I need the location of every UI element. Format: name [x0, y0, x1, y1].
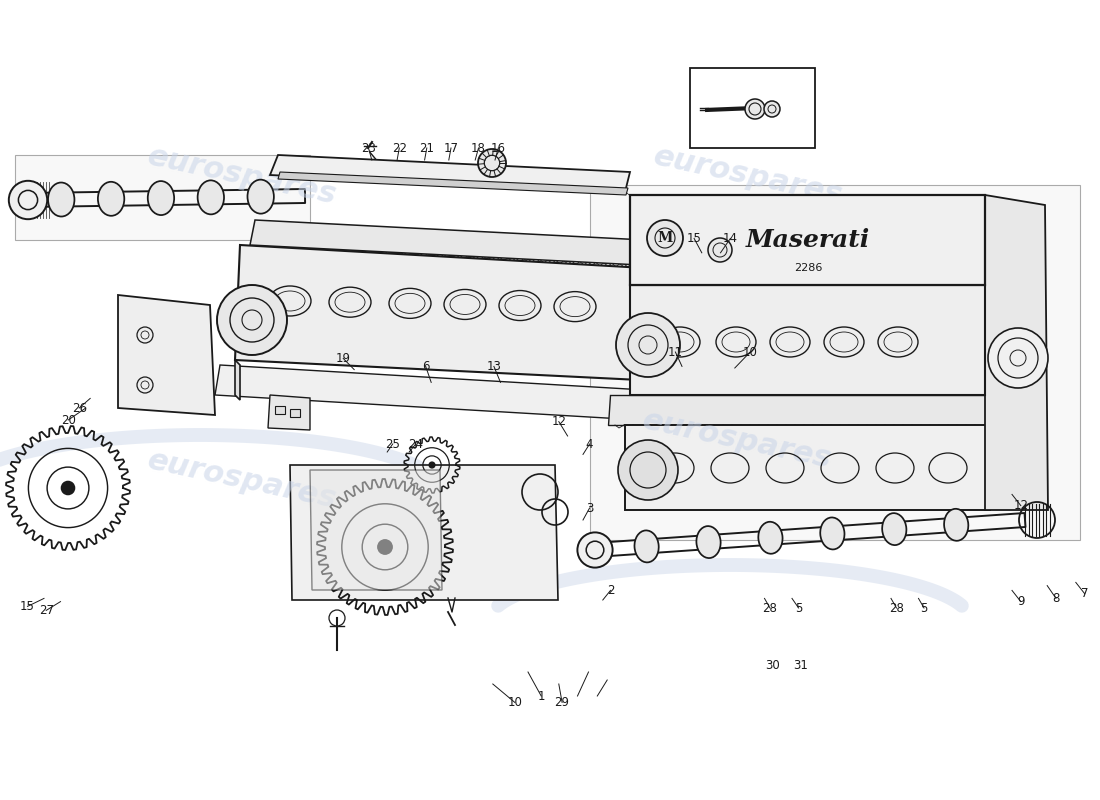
Circle shape [148, 186, 173, 210]
Text: 5: 5 [795, 602, 802, 614]
Circle shape [697, 531, 719, 553]
Circle shape [62, 482, 75, 494]
Polygon shape [630, 285, 984, 395]
Ellipse shape [882, 513, 906, 545]
Circle shape [429, 462, 434, 468]
Text: 21: 21 [419, 142, 435, 154]
Circle shape [9, 181, 47, 219]
Text: Maserati: Maserati [746, 228, 870, 252]
Text: 25: 25 [385, 438, 400, 450]
Polygon shape [590, 185, 1080, 540]
Text: 12: 12 [551, 415, 566, 428]
Circle shape [217, 285, 287, 355]
Polygon shape [608, 395, 990, 425]
Circle shape [99, 186, 123, 210]
Text: 30: 30 [764, 659, 780, 672]
Text: 2: 2 [607, 584, 614, 597]
Text: 5: 5 [921, 602, 927, 614]
Ellipse shape [248, 180, 274, 214]
Polygon shape [15, 155, 310, 240]
Polygon shape [630, 195, 984, 285]
Text: M: M [658, 231, 673, 245]
Polygon shape [290, 465, 558, 600]
Polygon shape [118, 295, 214, 415]
Text: 10: 10 [507, 696, 522, 709]
Circle shape [822, 522, 844, 545]
Text: 19: 19 [336, 352, 351, 365]
Circle shape [636, 535, 658, 558]
Ellipse shape [147, 181, 174, 215]
Text: 12: 12 [1013, 499, 1028, 512]
Bar [290, 409, 300, 417]
Text: 17: 17 [443, 142, 459, 154]
Text: 15: 15 [686, 232, 702, 245]
Circle shape [708, 238, 732, 262]
Ellipse shape [98, 182, 124, 216]
Circle shape [618, 440, 678, 500]
Circle shape [764, 101, 780, 117]
Polygon shape [270, 155, 630, 192]
Circle shape [616, 313, 680, 377]
Text: 26: 26 [72, 402, 87, 414]
Text: 31: 31 [793, 659, 808, 672]
Polygon shape [984, 195, 1048, 510]
Text: 1: 1 [538, 690, 544, 702]
Circle shape [578, 533, 613, 568]
Circle shape [50, 187, 74, 211]
Ellipse shape [635, 530, 659, 562]
Text: 18: 18 [471, 142, 486, 154]
Circle shape [199, 186, 223, 210]
Ellipse shape [821, 518, 845, 550]
Polygon shape [235, 360, 240, 400]
Ellipse shape [944, 509, 968, 541]
Ellipse shape [696, 526, 720, 558]
Ellipse shape [758, 522, 782, 554]
Text: 16: 16 [491, 142, 506, 154]
Text: 13: 13 [486, 360, 502, 373]
Text: 28: 28 [889, 602, 904, 614]
Text: 14: 14 [723, 232, 738, 245]
Circle shape [647, 220, 683, 256]
Bar [275, 406, 285, 414]
Text: eurospares: eurospares [651, 142, 845, 210]
Text: eurospares: eurospares [640, 406, 834, 474]
Bar [690, 68, 815, 148]
Text: 27: 27 [39, 604, 54, 617]
Text: 9: 9 [1018, 595, 1024, 608]
Text: 11: 11 [668, 346, 683, 358]
Text: 4: 4 [586, 438, 593, 450]
Text: eurospares: eurospares [145, 446, 339, 514]
Text: 23: 23 [361, 142, 376, 154]
Circle shape [988, 328, 1048, 388]
Circle shape [377, 540, 393, 554]
Text: 28: 28 [762, 602, 778, 614]
Circle shape [945, 514, 967, 536]
Text: 2286: 2286 [794, 263, 822, 273]
Polygon shape [625, 425, 990, 510]
Polygon shape [214, 365, 645, 420]
Circle shape [883, 518, 905, 540]
Polygon shape [310, 470, 442, 590]
Text: 24: 24 [408, 438, 424, 450]
Polygon shape [235, 245, 645, 380]
Text: 29: 29 [554, 696, 570, 709]
Text: 7: 7 [1081, 587, 1088, 600]
Polygon shape [250, 220, 645, 265]
Text: 15: 15 [20, 600, 35, 613]
Text: 6: 6 [422, 360, 429, 373]
Polygon shape [268, 395, 310, 430]
Circle shape [745, 99, 764, 119]
Text: 20: 20 [60, 414, 76, 426]
Ellipse shape [48, 182, 75, 217]
Text: 3: 3 [586, 502, 593, 514]
Text: 22: 22 [392, 142, 407, 154]
Circle shape [759, 526, 781, 549]
Text: eurospares: eurospares [145, 142, 339, 210]
Text: 8: 8 [1053, 592, 1059, 605]
Circle shape [478, 149, 506, 177]
Ellipse shape [198, 180, 224, 214]
Polygon shape [278, 172, 628, 195]
Circle shape [249, 185, 273, 209]
Text: 10: 10 [742, 346, 758, 358]
